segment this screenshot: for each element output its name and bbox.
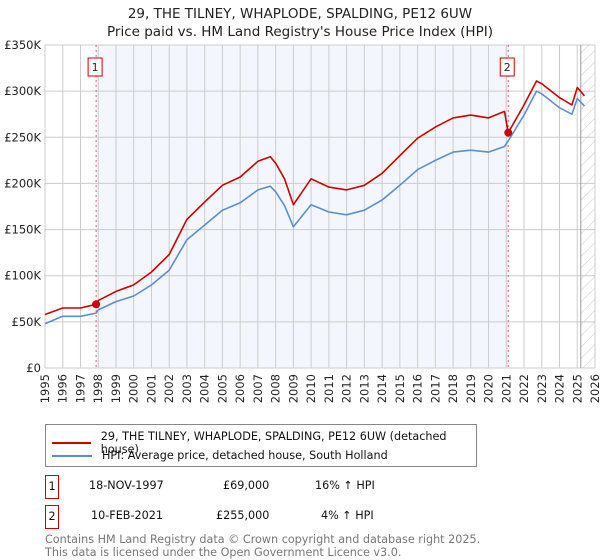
x-tick-label: 2017 bbox=[428, 374, 442, 403]
x-tick-label: 2014 bbox=[375, 374, 389, 403]
sale-label-number: 2 bbox=[504, 61, 511, 74]
sale-label-border bbox=[87, 57, 103, 77]
sale-label-border bbox=[499, 57, 515, 77]
x-tick-label: 2026 bbox=[588, 374, 600, 403]
property-price-line bbox=[44, 80, 586, 316]
y-tick-label: £50K bbox=[12, 315, 42, 329]
price-chart: 1995 1996 1997 1998 1999 2000 2001 2002 2003 2004… bbox=[4, 38, 600, 403]
x-tick-label: 2009 bbox=[286, 374, 300, 403]
sale-point bbox=[504, 128, 513, 137]
transaction-hpi: 16% ↑ HPI bbox=[315, 479, 375, 492]
sale-label-box: 1 bbox=[87, 57, 103, 77]
transaction-marker: 2 bbox=[45, 505, 59, 529]
x-tick-label: 2004 bbox=[198, 374, 212, 403]
x-tick-label: 1997 bbox=[73, 374, 87, 403]
x-tick-label: 2023 bbox=[535, 374, 549, 403]
transaction-marker: 1 bbox=[45, 475, 59, 499]
y-tick-label: £250K bbox=[4, 130, 41, 144]
ownership-shading bbox=[96, 45, 509, 368]
x-tick-label: 2025 bbox=[570, 374, 584, 403]
x-tick-label: 2001 bbox=[144, 374, 158, 403]
x-tick-label: 2013 bbox=[357, 374, 371, 403]
sale-point bbox=[92, 300, 101, 309]
sale-label-number: 1 bbox=[92, 61, 99, 74]
y-tick-label: £200K bbox=[4, 176, 41, 190]
legend-swatch-property bbox=[52, 442, 91, 444]
y-tick-label: £0 bbox=[26, 361, 41, 375]
x-tick-label: 2016 bbox=[411, 374, 425, 403]
legend-item-hpi: HPI: Average price, detached house, Sout… bbox=[52, 449, 388, 462]
footer: Contains HM Land Registry data © Crown c… bbox=[45, 533, 480, 559]
sale-label-box: 2 bbox=[499, 57, 515, 77]
x-tick-label: 2002 bbox=[162, 374, 176, 403]
x-tick-label: 2024 bbox=[553, 374, 567, 403]
x-tick-label: 2008 bbox=[269, 374, 283, 403]
x-tick-label: 1995 bbox=[38, 374, 52, 403]
transaction-price: £255,000 bbox=[216, 509, 270, 522]
transaction-date: 18-NOV-1997 bbox=[89, 479, 164, 492]
y-tick-label: £350K bbox=[4, 38, 41, 52]
x-tick-label: 1998 bbox=[91, 374, 105, 403]
x-tick-label: 1999 bbox=[109, 374, 123, 403]
x-tick-label: 2003 bbox=[180, 374, 194, 403]
footer-licence: This data is licensed under the Open Gov… bbox=[45, 546, 402, 559]
x-tick-label: 1996 bbox=[56, 374, 70, 403]
x-tick-label: 2012 bbox=[340, 374, 354, 403]
x-tick-label: 2000 bbox=[127, 374, 141, 403]
x-tick-label: 2010 bbox=[304, 374, 318, 403]
x-tick-label: 2005 bbox=[215, 374, 229, 403]
transaction-hpi: 4% ↑ HPI bbox=[321, 509, 374, 522]
y-tick-label: £100K bbox=[4, 269, 41, 283]
legend-label-hpi: HPI: Average price, detached house, Sout… bbox=[102, 449, 388, 462]
x-tick-label: 2019 bbox=[464, 374, 478, 403]
legend-item-property: 29, THE TILNEY, WHAPLODE, SPALDING, PE12… bbox=[52, 430, 476, 456]
x-tick-label: 2020 bbox=[482, 374, 496, 403]
transaction-date: 10-FEB-2021 bbox=[91, 509, 163, 522]
chart-title: 29, THE TILNEY, WHAPLODE, SPALDING, PE12… bbox=[127, 6, 473, 22]
legend-swatch-hpi bbox=[52, 454, 92, 457]
x-tick-label: 2018 bbox=[446, 374, 460, 403]
x-tick-label: 2021 bbox=[499, 374, 513, 403]
transaction-price: £69,000 bbox=[223, 479, 270, 492]
chart-subtitle: Price paid vs. HM Land Registry's House … bbox=[107, 24, 493, 40]
y-tick-label: £300K bbox=[4, 84, 41, 98]
x-tick-label: 2006 bbox=[233, 374, 247, 403]
x-tick-label: 2022 bbox=[517, 374, 531, 403]
x-tick-label: 2007 bbox=[251, 374, 265, 403]
x-tick-label: 2011 bbox=[322, 374, 336, 403]
footer-copyright: Contains HM Land Registry data © Crown c… bbox=[45, 533, 481, 546]
future-hatch bbox=[580, 45, 595, 368]
legend: 29, THE TILNEY, WHAPLODE, SPALDING, PE12… bbox=[45, 424, 477, 467]
hpi-line bbox=[44, 90, 585, 325]
x-tick-label: 2015 bbox=[393, 374, 407, 403]
legend-label-property: 29, THE TILNEY, WHAPLODE, SPALDING, PE12… bbox=[100, 430, 447, 456]
y-tick-label: £150K bbox=[4, 223, 41, 237]
